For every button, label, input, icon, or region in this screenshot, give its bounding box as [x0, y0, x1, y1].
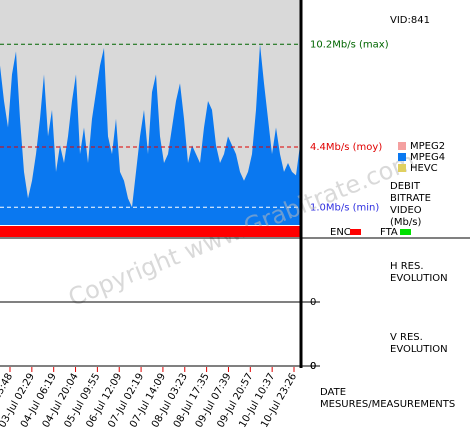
legend-swatch [398, 153, 406, 161]
panel-label: V RES. [390, 332, 423, 343]
status-bar [0, 226, 300, 237]
legend-label: MPEG4 [410, 152, 445, 163]
legend-label: MPEG2 [410, 141, 445, 152]
reference-label: 4.4Mb/s (moy) [310, 142, 382, 153]
bottom-zero: 0 [310, 361, 316, 372]
legend-swatch [398, 164, 406, 172]
x-axis-label: MESURES/MEASUREMENTS [320, 399, 455, 410]
bitrate-area [0, 44, 300, 226]
y-axis-label: VIDEO [390, 205, 422, 216]
y-axis-label: BITRATE [390, 193, 431, 204]
status-label: FTA [380, 227, 398, 238]
panel-label: H RES. [390, 261, 424, 272]
legend-swatch [398, 142, 406, 150]
video-id: VID:841 [390, 15, 430, 26]
status-label: ENC [330, 227, 351, 238]
panel-label: EVOLUTION [390, 344, 448, 355]
panel-zero: 0 [310, 297, 316, 308]
y-axis-label: (Mb/s) [390, 217, 421, 228]
panel-zero: 0 [310, 361, 316, 372]
status-swatch [350, 229, 361, 235]
panel-label: EVOLUTION [390, 273, 448, 284]
y-axis-label: DEBIT [390, 181, 421, 192]
reference-label: 1.0Mb/s (min) [310, 202, 379, 213]
x-axis-label: DATE [320, 387, 346, 398]
legend-label: HEVC [410, 163, 438, 174]
status-swatch [400, 229, 411, 235]
reference-label: 10.2Mb/s (max) [310, 39, 389, 50]
